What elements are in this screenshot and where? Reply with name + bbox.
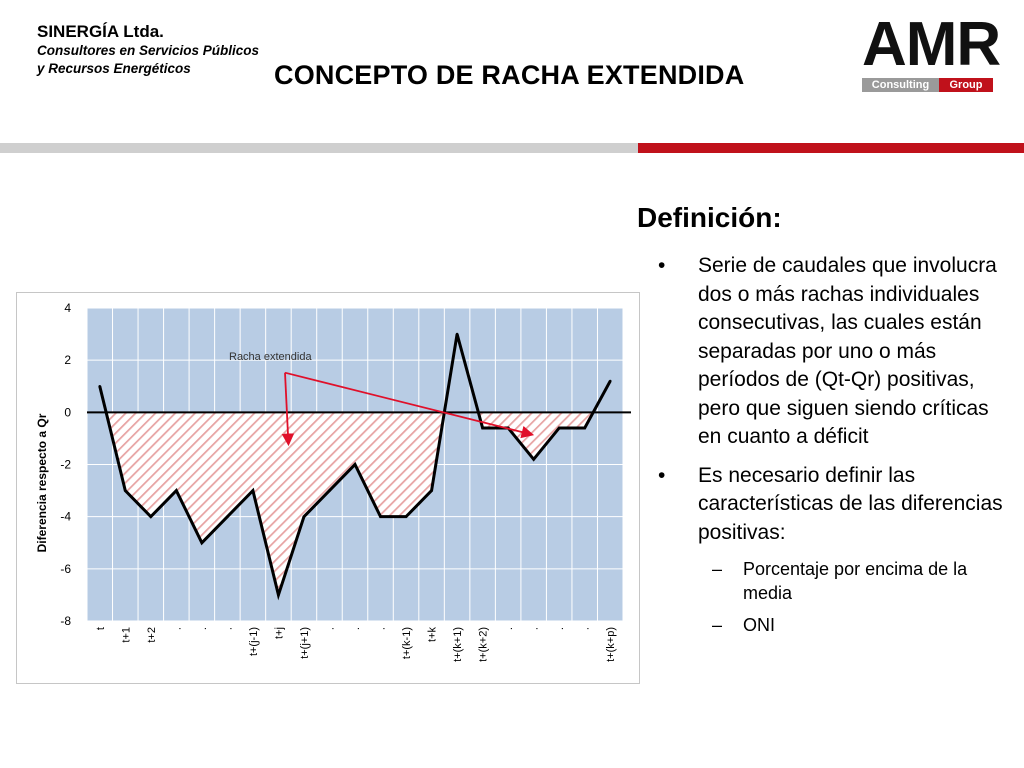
definition-bullets: • Serie de caudales que involucra dos o … [650,252,1010,645]
data-point [379,515,382,518]
data-point [226,515,229,518]
logo-group: Group [939,78,993,92]
x-tick-label: t+(j-1) [248,627,260,656]
sub-bullet-item: – Porcentaje por encima de la media [650,557,1010,605]
x-tick-label: . [376,627,388,630]
x-tick-label: t+j [273,627,285,639]
x-tick-label: t+(j+1) [299,627,311,659]
y-tick-label: 2 [64,353,71,367]
amr-logo: AMR Consulting Group [862,10,1002,96]
y-tick-label: -2 [60,458,71,472]
x-tick-label: t+(k-1) [401,627,413,659]
x-tick-label: . [580,627,592,630]
y-axis-label: Diferencia respecto a Qr [35,413,49,552]
data-point [430,489,433,492]
sub-bullet-marker: – [712,615,723,635]
y-tick-label: -4 [60,510,71,524]
definition-title: Definición: [637,202,782,233]
bullet-text: Es necesario definir las características… [698,463,1003,544]
data-point [251,489,255,492]
sub-bullet-text: ONI [743,615,776,635]
data-point [532,457,535,461]
y-tick-label: 0 [64,405,71,419]
x-tick-label: t+2 [146,627,158,643]
header-rule-red [638,143,1024,153]
sub-bullet-text: Porcentaje por encima de la media [743,559,968,603]
x-tick-label: t+(k+2) [478,627,490,662]
data-point [277,593,280,597]
company-line-2: y Recursos Energéticos [37,61,191,76]
slide-title: CONCEPTO DE RACHA EXTENDIDA [274,60,745,90]
data-point [608,379,612,383]
x-tick-label: t+1 [120,627,132,643]
header-rule-gray [0,143,638,153]
x-tick-label: . [222,627,234,630]
annotation-arrow [284,371,535,439]
data-point [455,332,459,336]
deficit-area [99,412,611,595]
x-tick-label: . [503,627,515,630]
data-point [149,515,153,518]
x-tick-label: t+(k+1) [452,627,464,662]
data-point [123,489,127,492]
y-tick-label: 4 [64,301,71,315]
company-block: SINERGÍA Ltda. Consultores en Servicios … [37,22,277,78]
x-tick-label: . [350,627,362,630]
logo-text: AMR [862,10,1001,79]
y-tick-label: -8 [60,614,71,628]
data-point [583,426,587,430]
bullet-item: • Serie de caudales que involucra dos o … [650,252,1010,452]
company-line-1: Consultores en Servicios Públicos [37,43,260,58]
data-point [302,515,306,518]
x-tick-label: . [529,627,541,630]
annotation-label: Racha extendida [229,351,312,363]
x-tick-label: t+k [427,627,439,642]
chart-svg: Diferencia respecto a Qr 4 2 0 -2 -4 -6 -8 t t+1… [35,301,631,662]
data-point [353,463,357,466]
x-tick-label: . [324,627,336,630]
sub-bullet-item: – ONI [650,613,1010,637]
bullet-item: • Es necesario definir las característic… [650,462,1010,548]
logo-consulting: Consulting [862,78,939,92]
data-point [404,515,408,518]
annotation-arrow [281,372,295,447]
data-point [481,426,484,430]
bullet-marker: • [658,463,666,487]
data-point [200,541,204,545]
data-point [98,384,102,388]
x-tick-label: t [95,627,107,630]
data-point [328,489,331,492]
x-tick-label: . [171,627,183,630]
logo-bar: Consulting Group [862,78,993,92]
bullet-marker: • [658,254,666,277]
data-point [557,426,561,430]
chart-frame: Diferencia respecto a Qr 4 2 0 -2 -4 -6 -8 t t+1… [16,292,640,684]
x-tick-label: . [197,627,209,630]
bullet-text: Serie de caudales que involucra dos o má… [698,254,997,448]
sub-bullet-marker: – [712,559,723,579]
company-name: SINERGÍA Ltda. [37,22,164,41]
data-point [175,489,178,492]
x-tick-label: t+(k+p) [605,627,617,662]
x-tick-label: . [554,627,566,630]
y-tick-label: -6 [60,562,71,576]
